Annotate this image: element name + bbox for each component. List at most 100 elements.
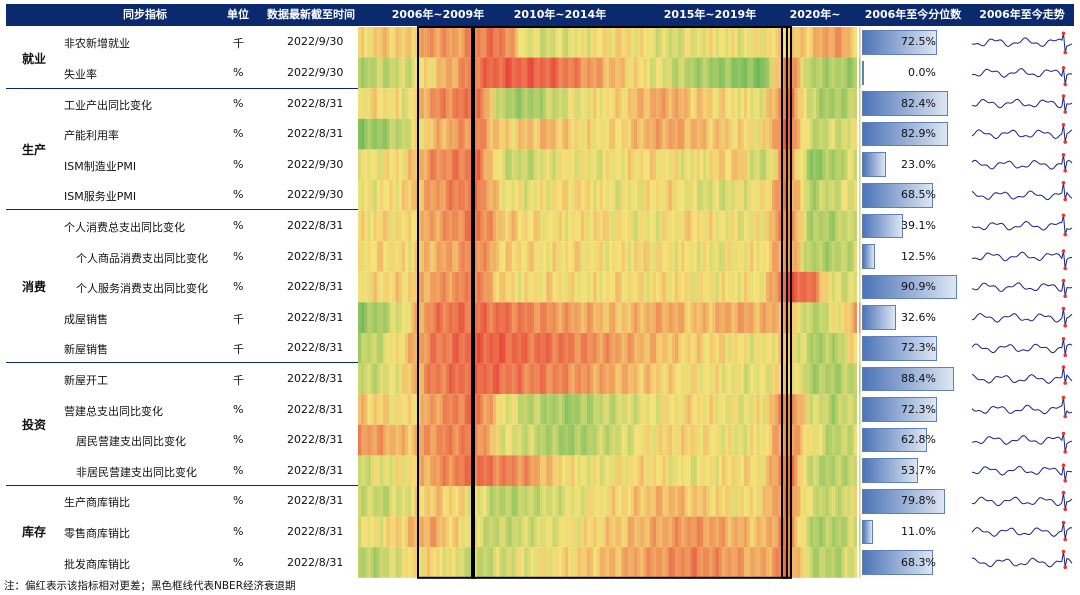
- heatmap-cell: [427, 302, 431, 333]
- heatmap-cell: [489, 333, 494, 364]
- heatmap-cell: [417, 27, 422, 58]
- heatmap-cell: [734, 149, 739, 180]
- heatmap-cell: [489, 486, 494, 517]
- heatmap-cell: [405, 486, 409, 517]
- heatmap-cell: [800, 210, 805, 242]
- heatmap-cell: [518, 394, 522, 425]
- heatmap-cell: [496, 424, 500, 456]
- heatmap-cell: [367, 118, 372, 150]
- heatmap-cell: [383, 271, 387, 303]
- heatmap-cell: [743, 516, 748, 548]
- heatmap-cell: [659, 486, 663, 517]
- heatmap-cell: [464, 88, 469, 119]
- heatmap-cell: [580, 302, 585, 333]
- heatmap-cell: [728, 271, 732, 303]
- heatmap-cell: [602, 57, 607, 89]
- heatmap-cell: [825, 118, 830, 150]
- heatmap-cell: [825, 210, 830, 242]
- heatmap-cell: [605, 210, 610, 242]
- heatmap-cell: [367, 27, 372, 58]
- heatmap-cell: [816, 547, 820, 578]
- heatmap-cell: [772, 149, 776, 180]
- heatmap-cell: [762, 88, 767, 119]
- heatmap-cell: [712, 57, 717, 89]
- heatmap-cell: [712, 394, 717, 425]
- heatmap-cell: [439, 241, 444, 272]
- heatmap-cell: [527, 424, 532, 456]
- heatmap-cell: [364, 394, 369, 425]
- heatmap-cell: [734, 118, 739, 150]
- heatmap-cell: [834, 180, 839, 211]
- heatmap-cell: [828, 57, 833, 89]
- heatmap-cell: [753, 149, 758, 180]
- heatmap-cell: [411, 394, 416, 425]
- heatmap-cell: [527, 271, 532, 303]
- indicator-date: 2022/8/31: [287, 463, 344, 477]
- heatmap-cell: [712, 333, 717, 364]
- heatmap-cell: [828, 333, 833, 364]
- heatmap-cell: [819, 180, 823, 211]
- heatmap-cell: [662, 302, 667, 333]
- heatmap-cell: [370, 363, 375, 395]
- heatmap-cell: [737, 333, 742, 364]
- heatmap-cell: [373, 486, 378, 517]
- heatmap-cell: [408, 57, 412, 89]
- heatmap-cell: [405, 180, 409, 211]
- heatmap-cell: [555, 88, 560, 119]
- heatmap-cell: [405, 271, 409, 303]
- heatmap-cell: [665, 57, 670, 89]
- heatmap-cell: [590, 424, 594, 456]
- heatmap-cell: [427, 424, 431, 456]
- heatmap-cell: [417, 516, 422, 548]
- heatmap-cell: [577, 27, 582, 58]
- trend-marker: [1061, 181, 1066, 185]
- heatmap-cell: [712, 118, 717, 150]
- heatmap-cell: [455, 27, 459, 58]
- heatmap-cell: [392, 394, 397, 425]
- heatmap-cell: [480, 241, 485, 272]
- heatmap-cell: [536, 302, 541, 333]
- heatmap-cell: [552, 210, 557, 242]
- heatmap-cell: [800, 394, 805, 425]
- heatmap-cell: [445, 547, 450, 578]
- heatmap-cell: [674, 333, 679, 364]
- heatmap-cell: [458, 486, 463, 517]
- heatmap-cell: [568, 363, 572, 395]
- heatmap-cell: [671, 363, 676, 395]
- heatmap-cell: [775, 363, 780, 395]
- heatmap-cell: [649, 118, 654, 150]
- heatmap-cell: [693, 241, 698, 272]
- heatmap-cell: [649, 271, 654, 303]
- heatmap-cell: [530, 210, 535, 242]
- heatmap-cell: [803, 516, 808, 548]
- heatmap-cell: [439, 88, 444, 119]
- trend-line: [971, 250, 1073, 269]
- heatmap-cell: [420, 118, 425, 150]
- heatmap-cell: [728, 394, 732, 425]
- heatmap-cell: [549, 118, 554, 150]
- heatmap-cell: [543, 424, 547, 456]
- heatmap-cell: [699, 547, 704, 578]
- heatmap-cell: [769, 516, 773, 548]
- heatmap-cell: [577, 149, 582, 180]
- heatmap-cell: [508, 363, 513, 395]
- heatmap-cell: [448, 455, 453, 486]
- heatmap-cell: [539, 516, 544, 548]
- heatmap-cell: [558, 180, 563, 211]
- heatmap-cell: [794, 302, 798, 333]
- heatmap-cell: [753, 547, 758, 578]
- indicator-name: 个人服务消费支出同比变化: [76, 282, 208, 296]
- heatmap-cell: [596, 455, 601, 486]
- heatmap-cell: [596, 363, 601, 395]
- heatmap-cell: [367, 180, 372, 211]
- heatmap-cell: [640, 88, 645, 119]
- heatmap-cell: [414, 424, 419, 456]
- percentile-value: 62.8%: [901, 433, 936, 447]
- heatmap-cell: [615, 271, 620, 303]
- heatmap-cell: [367, 394, 372, 425]
- heatmap-cell: [693, 394, 698, 425]
- heatmap-cell: [778, 486, 783, 517]
- heatmap-cell: [452, 149, 456, 180]
- indicator-name: 失业率: [64, 67, 97, 81]
- heatmap-cell: [417, 333, 422, 364]
